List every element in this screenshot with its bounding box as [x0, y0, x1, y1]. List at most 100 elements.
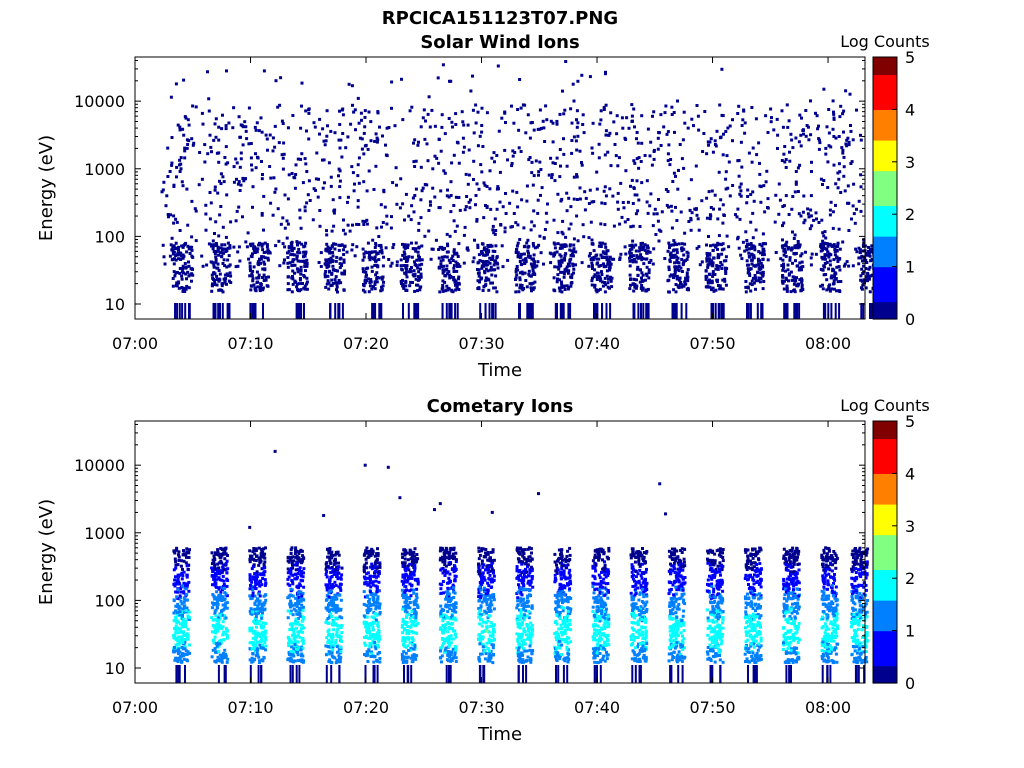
data-cell [251, 242, 255, 246]
data-cell [180, 277, 184, 281]
data-cell [605, 269, 609, 273]
data-cell [544, 104, 548, 108]
data-cell [417, 140, 420, 144]
data-cell [261, 173, 264, 176]
data-cell [781, 224, 784, 228]
data-cell [780, 264, 784, 268]
data-cell [514, 290, 518, 294]
data-cell [682, 247, 686, 251]
data-cell [179, 587, 183, 591]
data-cell [591, 151, 595, 155]
data-cell [690, 117, 694, 121]
data-cell [576, 79, 580, 83]
data-cell [483, 271, 487, 275]
data-cell [380, 277, 384, 281]
data-cell [600, 273, 604, 276]
data-cell [175, 284, 179, 288]
data-cell [336, 269, 339, 273]
data-cell [416, 143, 420, 147]
data-cell [213, 635, 217, 639]
data-cell [532, 209, 536, 213]
data-cell [351, 223, 354, 227]
data-cell [329, 555, 333, 559]
data-cell [262, 625, 266, 628]
data-cell [839, 104, 843, 108]
data-cell [810, 170, 813, 173]
data-cell [825, 247, 829, 251]
data-cell [847, 264, 851, 268]
data-cell [174, 637, 178, 641]
data-cell [666, 130, 670, 134]
data-cell [224, 652, 228, 656]
data-cell [255, 635, 258, 639]
data-cell [635, 193, 639, 197]
data-cell [318, 209, 322, 212]
data-cell [338, 244, 342, 247]
data-cell [209, 145, 213, 149]
data-cell [340, 573, 344, 577]
data-cell [341, 132, 345, 135]
data-cell [253, 552, 257, 556]
data-cell [222, 568, 226, 572]
data-cell [222, 551, 226, 555]
data-cell [164, 204, 168, 208]
data-cell [296, 241, 300, 245]
data-cell [401, 253, 405, 257]
data-cell [569, 205, 573, 209]
data-cell [219, 546, 223, 550]
data-cell [380, 303, 383, 319]
data-cell [646, 127, 650, 131]
data-cell [419, 272, 423, 276]
data-cell [564, 269, 568, 273]
data-cell [567, 303, 570, 319]
data-cell [604, 133, 608, 137]
data-cell [495, 207, 499, 211]
data-cell [184, 619, 188, 623]
data-cell [382, 190, 386, 194]
data-cell [340, 566, 344, 570]
data-cell [558, 278, 561, 282]
data-cell [329, 256, 333, 260]
data-cell [503, 111, 507, 115]
data-cell [490, 156, 494, 160]
data-cell [810, 224, 814, 228]
data-cell [600, 201, 604, 205]
data-cell [214, 255, 218, 259]
data-cell [176, 251, 180, 255]
data-cell [484, 303, 487, 319]
data-cell [287, 657, 291, 661]
data-cell [636, 209, 640, 213]
data-cell [227, 121, 231, 125]
data-cell [496, 266, 500, 270]
data-cell [506, 258, 510, 262]
data-cell [608, 187, 612, 191]
data-cell [409, 270, 413, 273]
data-cell [476, 110, 480, 114]
data-cell [323, 143, 327, 147]
data-cell [289, 572, 293, 576]
data-cell [169, 95, 173, 99]
colorbar-segment [873, 161, 897, 167]
data-cell [676, 99, 679, 103]
data-cell [593, 285, 597, 289]
data-cell [708, 253, 712, 257]
data-cell [535, 245, 539, 249]
data-cell [254, 615, 258, 619]
data-cell [209, 201, 213, 205]
data-cell [224, 665, 227, 683]
data-cell [504, 121, 507, 124]
data-cell [411, 247, 415, 251]
colorbar-tick-label: 0 [905, 310, 915, 329]
data-cell [223, 264, 227, 268]
data-cell [372, 257, 375, 261]
data-cell [412, 141, 415, 145]
data-cell [293, 563, 297, 567]
data-cell [266, 256, 270, 260]
data-cell [257, 592, 261, 596]
data-cell [452, 219, 456, 223]
data-cell [264, 648, 267, 652]
data-cell [276, 207, 280, 211]
data-cell [185, 575, 189, 579]
data-cell [552, 218, 556, 222]
data-cell [660, 210, 664, 214]
